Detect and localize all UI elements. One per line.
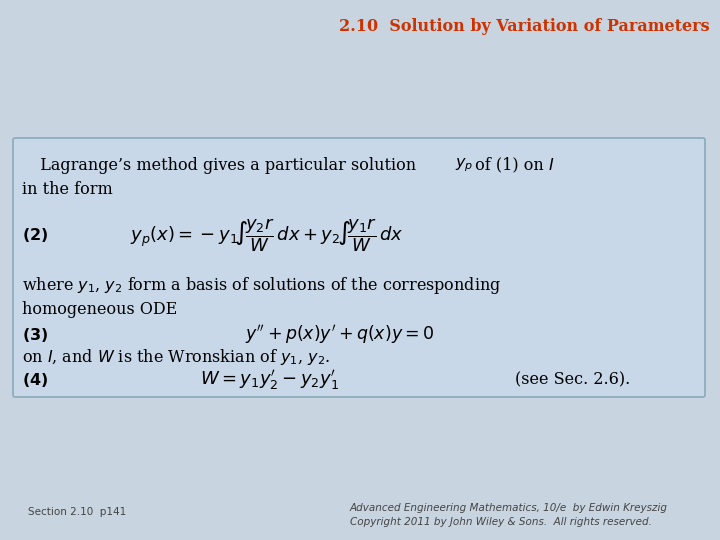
Text: $y'' + p(x)y' + q(x)y = 0$: $y'' + p(x)y' + q(x)y = 0$: [245, 323, 435, 347]
Text: $\mathbf{(3)}$: $\mathbf{(3)}$: [22, 326, 48, 344]
Text: Copyright 2011 by John Wiley & Sons.  All rights reserved.: Copyright 2011 by John Wiley & Sons. All…: [350, 517, 652, 527]
Text: $y_p(x) = -y_1\!\int\!\dfrac{y_2 r}{W}\,dx + y_2\!\int\!\dfrac{y_1 r}{W}\,dx$: $y_p(x) = -y_1\!\int\!\dfrac{y_2 r}{W}\,…: [130, 216, 403, 254]
Text: in the form: in the form: [22, 181, 113, 199]
Text: Advanced Engineering Mathematics, 10/e  by Edwin Kreyszig: Advanced Engineering Mathematics, 10/e b…: [350, 503, 668, 513]
Text: $\mathbf{(2)}$: $\mathbf{(2)}$: [22, 226, 48, 244]
Text: $y_p$: $y_p$: [455, 156, 474, 174]
Text: $W = y_1 y_2' - y_2 y_1'$: $W = y_1 y_2' - y_2 y_1'$: [200, 368, 339, 392]
Text: Section 2.10  p141: Section 2.10 p141: [28, 507, 126, 517]
Text: homogeneous ODE: homogeneous ODE: [22, 301, 177, 319]
Text: $I$: $I$: [548, 157, 554, 173]
FancyBboxPatch shape: [13, 138, 705, 397]
Text: Lagrange’s method gives a particular solution: Lagrange’s method gives a particular sol…: [30, 157, 421, 173]
Text: on $I$, and $W$ is the Wronskian of $y_1$, $y_2$.: on $I$, and $W$ is the Wronskian of $y_1…: [22, 347, 330, 367]
Text: $\mathbf{(4)}$: $\mathbf{(4)}$: [22, 371, 48, 389]
Text: (see Sec. 2.6).: (see Sec. 2.6).: [515, 372, 630, 388]
Text: 2.10  Solution by Variation of Parameters: 2.10 Solution by Variation of Parameters: [339, 18, 710, 35]
Text: of (1) on: of (1) on: [470, 157, 549, 173]
Text: where $y_1$, $y_2$ form a basis of solutions of the corresponding: where $y_1$, $y_2$ form a basis of solut…: [22, 274, 501, 295]
